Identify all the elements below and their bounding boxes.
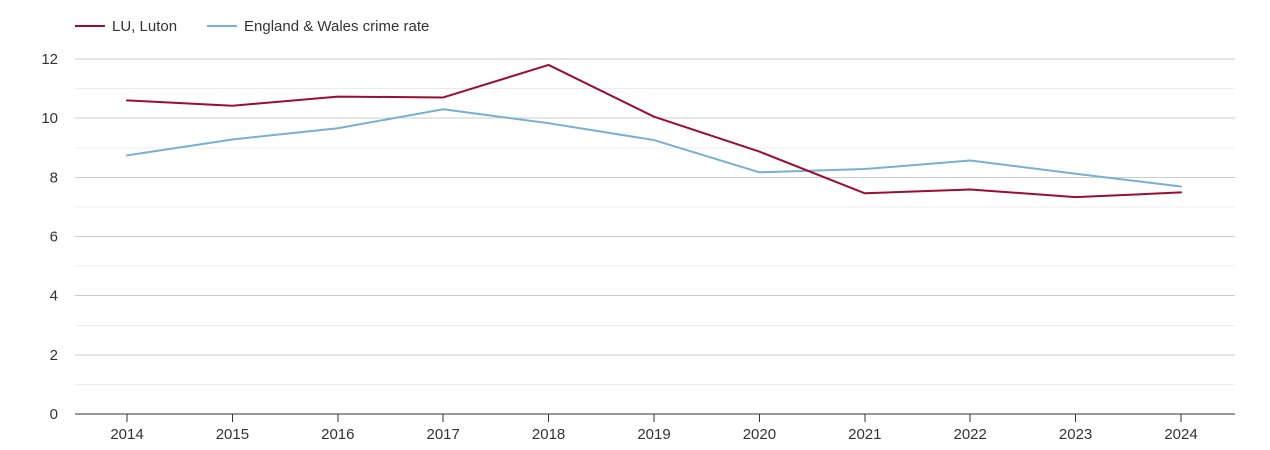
series-lines	[126, 63, 1182, 199]
y-tick-label: 10	[41, 110, 58, 127]
x-tick-label: 2020	[743, 426, 776, 443]
x-tick-label: 2016	[321, 426, 354, 443]
y-tick-label: 2	[50, 347, 58, 364]
x-tick-label: 2014	[110, 426, 143, 443]
x-axis-tick-labels: 2014 2015 2016 2017 2018 2019 2020 2021 2022 2023…	[110, 426, 1197, 443]
y-tick-label: 8	[50, 169, 58, 186]
axes	[75, 413, 1235, 422]
x-tick-label: 2015	[216, 426, 249, 443]
x-tick-label: 2018	[532, 426, 565, 443]
x-tick-label: 2019	[637, 426, 670, 443]
series-line-1	[126, 63, 1182, 199]
x-tick-label: 2021	[848, 426, 881, 443]
y-axis-tick-labels: 0 2 4 6 8 10 12	[41, 51, 58, 423]
legend-label-1: LU, Luton	[112, 18, 177, 35]
y-tick-label: 0	[50, 406, 58, 423]
y-tick-label: 6	[50, 229, 58, 246]
series-line-2	[126, 108, 1182, 188]
y-tick-label: 4	[50, 288, 58, 305]
grid-lines	[75, 58, 1235, 385]
legend-label-2: England & Wales crime rate	[244, 18, 429, 35]
x-tick-label: 2017	[427, 426, 460, 443]
y-tick-label: 12	[41, 51, 58, 68]
x-tick-label: 2024	[1164, 426, 1197, 443]
x-tick-label: 2022	[954, 426, 987, 443]
legend: LU, Luton England & Wales crime rate	[75, 18, 429, 35]
x-tick-label: 2023	[1059, 426, 1092, 443]
